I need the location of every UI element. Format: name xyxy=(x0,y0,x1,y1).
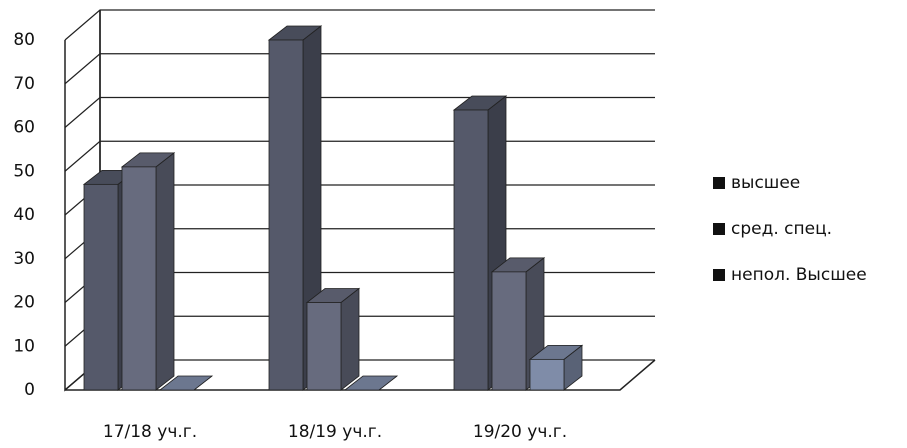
grid-line xyxy=(64,96,655,128)
x-tick-label: 18/19 уч.г. xyxy=(288,422,382,442)
legend-swatch xyxy=(713,269,725,281)
legend-label: высшее xyxy=(731,173,800,193)
y-tick-label: 60 xyxy=(13,118,35,138)
y-tick-label: 50 xyxy=(13,161,35,181)
bar xyxy=(306,302,342,391)
y-tick-label: 10 xyxy=(13,336,35,356)
y-tick-label: 30 xyxy=(13,249,35,269)
bar xyxy=(529,358,565,391)
grid-line xyxy=(64,9,655,41)
legend-label: непол. Высшее xyxy=(731,265,867,285)
legend-label: сред. спец. xyxy=(731,219,832,239)
bar xyxy=(268,39,304,391)
x-tick-label: 19/20 уч.г. xyxy=(473,422,567,442)
legend-swatch xyxy=(713,177,725,189)
bar xyxy=(121,166,157,391)
y-tick-label: 0 xyxy=(24,380,35,400)
y-tick-label: 80 xyxy=(13,30,35,50)
floor xyxy=(65,359,656,391)
legend-swatch xyxy=(713,223,725,235)
y-tick-label: 40 xyxy=(13,205,35,225)
bar-side xyxy=(155,152,175,391)
grid-line xyxy=(64,53,655,85)
y-tick-label: 70 xyxy=(13,74,35,94)
bar xyxy=(83,183,119,391)
bar-top xyxy=(158,375,214,391)
bar xyxy=(491,271,527,391)
bar xyxy=(453,109,489,391)
y-tick-label: 20 xyxy=(13,293,35,313)
x-tick-label: 17/18 уч.г. xyxy=(103,422,197,442)
bar-top xyxy=(343,375,399,391)
bar-side xyxy=(340,287,360,391)
